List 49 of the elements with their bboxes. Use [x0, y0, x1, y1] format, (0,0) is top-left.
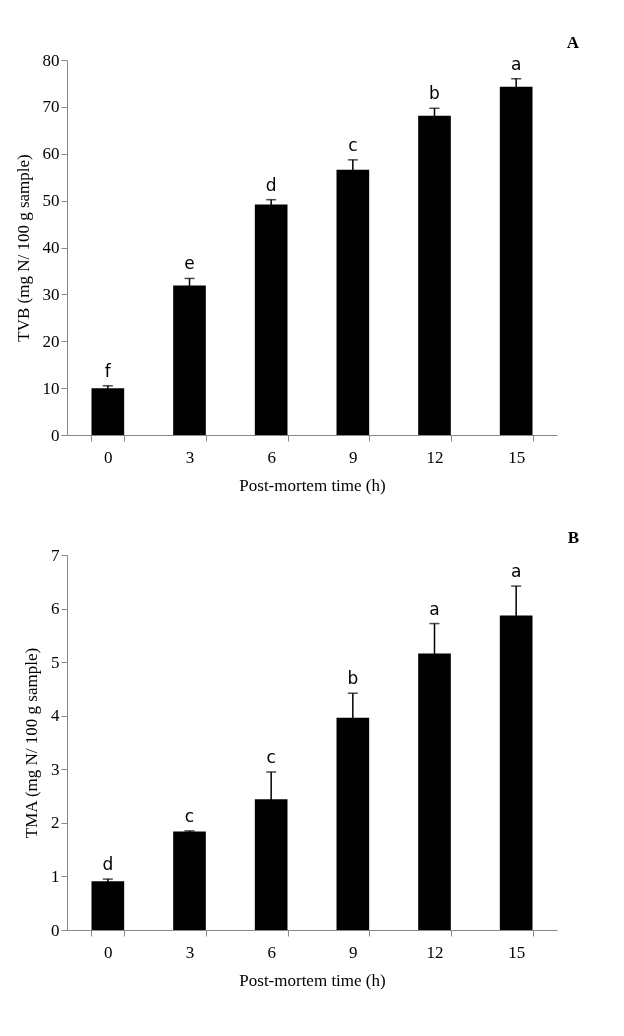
y-tick-label: 80 — [42, 50, 60, 70]
x-axis-title: Post-mortem time (h) — [239, 970, 386, 990]
annotation: a — [510, 53, 522, 74]
x-tick-label: 3 — [185, 447, 195, 467]
x-tick-label: 0 — [104, 942, 113, 962]
y-tick-label: 40 — [42, 238, 60, 257]
annotation: c — [184, 805, 195, 826]
annotation: e — [184, 253, 195, 274]
x-tick-label: 0 — [104, 447, 113, 467]
x-tick-label: 3 — [185, 942, 195, 962]
y-tick-label: 60 — [42, 144, 60, 164]
annotation: b — [429, 83, 440, 104]
x-tick-label: 12 — [426, 942, 444, 962]
y-tick-label: 6 — [51, 599, 60, 619]
text: A — [566, 33, 580, 52]
y-tick-label: 70 — [42, 97, 60, 117]
annotation: a — [510, 561, 522, 582]
annotation: c — [348, 134, 358, 155]
y-tick-label: 1 — [51, 866, 60, 886]
y-tick-label: 7 — [51, 545, 60, 565]
x-tick-label: 12 — [426, 447, 444, 467]
x-tick-label: 9 — [349, 447, 358, 467]
x-tick-label: 15 — [508, 942, 526, 962]
annotation: c — [266, 746, 276, 767]
y-axis-title: TVB (mg N/ 100 g sample) — [13, 154, 33, 342]
y-tick-label: 5 — [51, 652, 60, 672]
x-tick-label: 6 — [267, 942, 276, 962]
text: B — [567, 528, 579, 547]
y-axis-title: TMA (mg N/ 100 g sample) — [22, 647, 41, 839]
y-tick-label: 2 — [51, 813, 60, 833]
annotation: d — [102, 854, 114, 875]
y-tick-label: 50 — [42, 191, 60, 211]
y-tick-label: 3 — [51, 759, 60, 779]
bar — [173, 831, 206, 930]
x-tick-label: 6 — [267, 447, 276, 467]
annotation: f — [104, 360, 112, 381]
annotation: d — [265, 174, 277, 195]
annotation: a — [429, 598, 440, 619]
x-tick-label: 9 — [349, 942, 358, 962]
bar — [254, 204, 288, 435]
y-tick-label: 0 — [51, 920, 60, 940]
y-tick-label: 20 — [42, 331, 60, 351]
x-tick-label: 15 — [508, 447, 526, 467]
x-axis-title: Post-mortem time (h) — [239, 475, 386, 495]
annotation: b — [347, 668, 359, 689]
y-tick-label: 0 — [51, 425, 60, 445]
y-tick-label: 30 — [42, 284, 60, 304]
y-tick-label: 4 — [51, 706, 60, 726]
y-tick-label: 10 — [42, 378, 60, 398]
